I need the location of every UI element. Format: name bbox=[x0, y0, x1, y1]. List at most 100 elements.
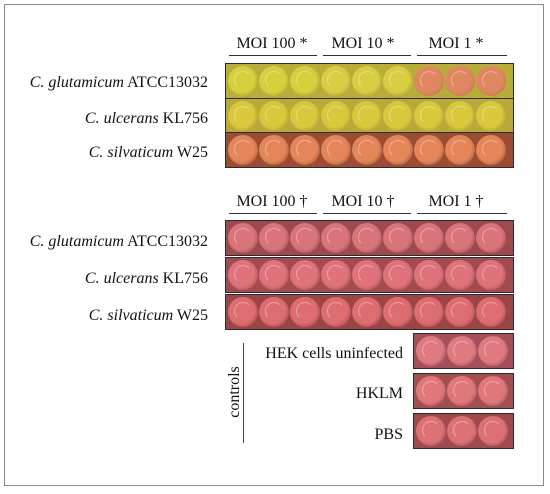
well bbox=[321, 101, 351, 131]
well bbox=[383, 101, 413, 131]
well bbox=[383, 297, 413, 327]
well bbox=[476, 101, 506, 131]
control-well-strip-3 bbox=[413, 413, 514, 449]
well bbox=[259, 223, 289, 253]
well bbox=[228, 101, 258, 131]
top-row-label-3: C. silvaticum W25 bbox=[89, 143, 208, 163]
top-col-header-2: MOI 10 * bbox=[331, 35, 395, 52]
strain-name: W25 bbox=[176, 144, 208, 161]
top-well-strip-3 bbox=[225, 132, 514, 168]
bottom-col-rule-3 bbox=[417, 213, 507, 214]
figure-frame: MOI 100 * MOI 10 * MOI 1 * C. glutamicum… bbox=[4, 4, 544, 486]
well bbox=[352, 297, 382, 327]
well bbox=[476, 297, 506, 327]
well bbox=[414, 260, 444, 290]
well bbox=[321, 260, 351, 290]
well bbox=[321, 223, 351, 253]
bottom-row-label-3: C. silvaticum W25 bbox=[89, 306, 208, 326]
species-name: C. glutamicum bbox=[29, 233, 124, 250]
controls-label: controls bbox=[226, 366, 243, 418]
bottom-well-strip-2 bbox=[225, 257, 514, 293]
well bbox=[476, 260, 506, 290]
well bbox=[447, 376, 477, 406]
bottom-row-label-2: C. ulcerans KL756 bbox=[85, 269, 208, 289]
well bbox=[478, 336, 508, 366]
well bbox=[414, 101, 444, 131]
well bbox=[259, 101, 289, 131]
well bbox=[478, 376, 508, 406]
controls-bracket-line bbox=[243, 343, 244, 443]
well bbox=[228, 135, 258, 165]
bottom-col-rule-2 bbox=[323, 213, 411, 214]
well bbox=[416, 416, 446, 446]
well bbox=[352, 135, 382, 165]
top-col-rule-2 bbox=[323, 55, 411, 56]
well bbox=[383, 66, 413, 96]
control-label-3: PBS bbox=[374, 426, 403, 443]
bottom-well-strip-3 bbox=[225, 294, 514, 330]
top-col-header-1: MOI 100 * bbox=[236, 35, 308, 52]
well bbox=[228, 66, 258, 96]
strain-name: ATCC13032 bbox=[127, 74, 208, 91]
well bbox=[228, 223, 258, 253]
control-well-strip-2 bbox=[413, 373, 514, 409]
well bbox=[352, 101, 382, 131]
well bbox=[321, 297, 351, 327]
well bbox=[352, 223, 382, 253]
well bbox=[478, 416, 508, 446]
bottom-col-header-1: MOI 100 † bbox=[236, 193, 308, 210]
well bbox=[445, 260, 475, 290]
well bbox=[290, 66, 320, 96]
well bbox=[321, 66, 351, 96]
top-row-label-2: C. ulcerans KL756 bbox=[85, 109, 208, 129]
well bbox=[414, 223, 444, 253]
well bbox=[416, 376, 446, 406]
well bbox=[414, 66, 444, 96]
well bbox=[290, 101, 320, 131]
well bbox=[383, 135, 413, 165]
bottom-col-rule-1 bbox=[229, 213, 317, 214]
species-name: C. ulcerans bbox=[84, 110, 159, 127]
well bbox=[321, 135, 351, 165]
well bbox=[259, 66, 289, 96]
strain-name: KL756 bbox=[162, 270, 208, 287]
bottom-well-strip-1 bbox=[225, 220, 514, 256]
well bbox=[445, 101, 475, 131]
well bbox=[416, 336, 446, 366]
well bbox=[383, 260, 413, 290]
top-col-rule-1 bbox=[229, 55, 317, 56]
species-name: C. glutamicum bbox=[29, 74, 124, 91]
well bbox=[414, 135, 444, 165]
well bbox=[352, 260, 382, 290]
well bbox=[352, 66, 382, 96]
species-name: C. ulcerans bbox=[84, 270, 159, 287]
top-col-header-3: MOI 1 * bbox=[428, 35, 484, 52]
bottom-col-header-3: MOI 1 † bbox=[428, 193, 484, 210]
well bbox=[290, 135, 320, 165]
well bbox=[445, 223, 475, 253]
strain-name: W25 bbox=[176, 307, 208, 324]
well bbox=[476, 66, 506, 96]
well bbox=[447, 336, 477, 366]
well bbox=[476, 223, 506, 253]
well bbox=[445, 66, 475, 96]
species-name: C. silvaticum bbox=[88, 144, 174, 161]
well bbox=[259, 260, 289, 290]
control-label-2: HKLM bbox=[355, 385, 403, 402]
well bbox=[259, 297, 289, 327]
well bbox=[290, 260, 320, 290]
control-label-1: HEK cells uninfected bbox=[265, 345, 403, 362]
strain-name: ATCC13032 bbox=[127, 233, 208, 250]
top-well-strip-2 bbox=[225, 98, 514, 134]
well bbox=[414, 297, 444, 327]
well bbox=[228, 297, 258, 327]
top-well-strip-1 bbox=[225, 63, 514, 99]
well bbox=[290, 223, 320, 253]
bottom-col-header-2: MOI 10 † bbox=[331, 193, 395, 210]
strain-name: KL756 bbox=[162, 110, 208, 127]
top-row-label-1: C. glutamicum ATCC13032 bbox=[30, 73, 208, 93]
control-well-strip-1 bbox=[413, 333, 514, 369]
well bbox=[445, 297, 475, 327]
well bbox=[228, 260, 258, 290]
well bbox=[447, 416, 477, 446]
